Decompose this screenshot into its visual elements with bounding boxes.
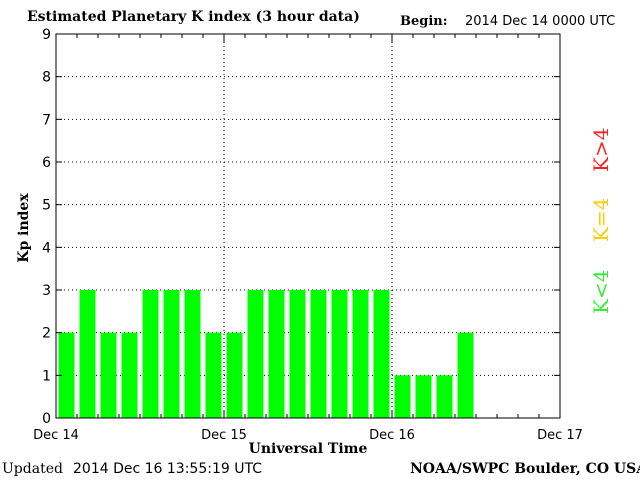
begin-label: Begin:	[400, 14, 448, 29]
y-tick-label: 2	[42, 326, 51, 342]
y-tick-label: 1	[42, 368, 51, 384]
legend-k-equal-4: K=4	[589, 197, 613, 242]
kp-bar	[268, 290, 285, 418]
kp-bar	[247, 290, 264, 418]
y-tick-label: 3	[42, 283, 51, 299]
kp-bar	[331, 290, 348, 418]
updated-label: Updated	[2, 461, 63, 477]
kp-bar	[310, 290, 327, 418]
kp-bar	[457, 332, 474, 418]
y-tick-label: 0	[42, 411, 51, 427]
kp-bar	[415, 375, 432, 418]
y-tick-label: 7	[42, 112, 51, 128]
x-tick-label: Dec 15	[201, 428, 247, 443]
kp-bar	[100, 332, 117, 418]
kp-bar	[163, 290, 180, 418]
x-tick-label: Dec 14	[33, 428, 79, 443]
credit-text: NOAA/SWPC Boulder, CO USA	[410, 461, 640, 477]
y-tick-label: 8	[42, 70, 51, 86]
y-tick-label: 5	[42, 198, 51, 214]
kp-bar	[373, 290, 390, 418]
y-tick-label: 4	[42, 240, 51, 256]
y-tick-label: 9	[42, 27, 51, 43]
updated-value: 2014 Dec 16 13:55:19 UTC	[73, 461, 262, 477]
x-axis-label: Universal Time	[249, 441, 368, 457]
x-tick-label: Dec 16	[369, 428, 415, 443]
kp-bar	[226, 332, 243, 418]
kp-bar	[121, 332, 138, 418]
axis-ticks	[55, 33, 561, 419]
kp-bar	[352, 290, 369, 418]
bar-series	[58, 290, 474, 418]
y-axis-label: Kp index	[16, 193, 32, 263]
kp-bar	[289, 290, 306, 418]
chart-title: Estimated Planetary K index (3 hour data…	[27, 9, 360, 25]
kp-bar	[142, 290, 159, 418]
kp-bar	[436, 375, 453, 418]
y-tick-label: 6	[42, 155, 51, 171]
grid-lines	[56, 34, 560, 418]
legend-k-less-4: K<4	[589, 269, 613, 314]
legend-k-greater-4: K>4	[589, 127, 613, 172]
axis-tick-labels: 0 1 2 3 4 5 6 7 8 9 Dec 14 Dec 15 Dec 16 Dec 17	[33, 27, 583, 443]
kp-bar	[394, 375, 411, 418]
kp-bar	[58, 332, 75, 418]
kp-bar	[205, 332, 222, 418]
begin-value: 2014 Dec 14 0000 UTC	[465, 14, 616, 29]
x-tick-label: Dec 17	[537, 428, 583, 443]
kp-bar	[184, 290, 201, 418]
kp-bar	[79, 290, 96, 418]
